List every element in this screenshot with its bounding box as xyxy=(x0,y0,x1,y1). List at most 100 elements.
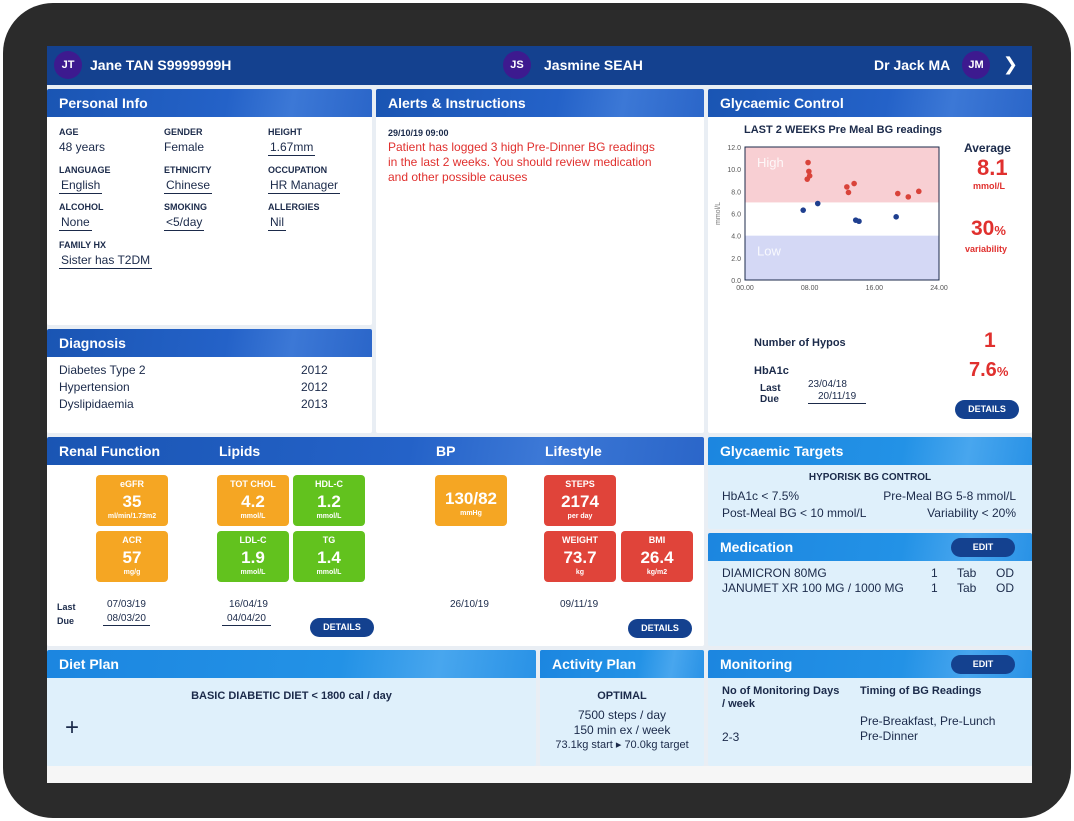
variability-value: 30% xyxy=(971,217,1006,240)
panel-title: Personal Info xyxy=(47,89,372,117)
y-tick-label: 4.0 xyxy=(731,234,741,241)
lifestyle-details-button[interactable]: DETAILS xyxy=(628,619,692,638)
tile-value: 1.2 xyxy=(317,492,341,511)
medication-form: Tab xyxy=(957,581,977,595)
language-field[interactable]: English xyxy=(59,178,103,194)
y-axis-label: mmol/L xyxy=(715,202,722,225)
gender-value: Female xyxy=(164,140,205,154)
target-hba1c: HbA1c < 7.5% xyxy=(722,489,800,503)
alert-message-line: Patient has logged 3 high Pre-Dinner BG … xyxy=(388,140,655,154)
panel-title: Diet Plan xyxy=(47,650,536,678)
medication-qty: 1 xyxy=(931,581,938,595)
acr-tile[interactable]: ACR 57 mg/g xyxy=(96,531,168,582)
tile-unit: mmol/L xyxy=(240,513,266,520)
bp-title: BP xyxy=(436,443,456,459)
bp-last-date: 26/10/19 xyxy=(450,599,489,610)
smoking-field[interactable]: <5/day xyxy=(164,215,205,231)
chart-band-label: Low xyxy=(757,244,781,259)
tile-value: 73.7 xyxy=(563,548,597,567)
lipids-due-date[interactable]: 04/04/20 xyxy=(222,613,271,626)
chart-plot-frame xyxy=(744,146,940,281)
bg-timing-label: Timing of BG Readings xyxy=(860,685,982,697)
panel-title: Glycaemic Targets xyxy=(708,437,1032,465)
total-cholesterol-tile[interactable]: TOT CHOL 4.2 mmol/L xyxy=(217,475,289,526)
chart-title: LAST 2 WEEKS Pre Meal BG readings xyxy=(744,124,943,136)
alcohol-field[interactable]: None xyxy=(59,215,92,231)
medication-edit-button[interactable]: EDIT xyxy=(951,538,1015,557)
medication-frequency: OD xyxy=(996,581,1014,595)
bg-reading-point xyxy=(800,207,806,213)
last-label: Last xyxy=(57,602,76,612)
lipids-details-button[interactable]: DETAILS xyxy=(310,618,374,637)
bp-tile[interactable]: 130/82 mmHg xyxy=(435,475,507,526)
due-label: Due xyxy=(57,616,75,626)
bg-reading-point xyxy=(806,168,812,175)
y-tick-label: 6.0 xyxy=(731,212,741,219)
patient-avatar[interactable]: JT xyxy=(54,51,82,79)
nurse-avatar[interactable]: JS xyxy=(503,51,531,79)
tile-unit: mmol/L xyxy=(316,569,342,576)
tile-label: WEIGHT xyxy=(562,535,598,545)
patient-name[interactable]: Jane TAN S9999999H xyxy=(90,57,232,73)
bg-reading-point xyxy=(905,194,912,200)
tile-value: 1.9 xyxy=(241,548,265,567)
smoking-label: SMOKING xyxy=(164,202,208,212)
hba1c-due-date[interactable]: 20/11/19 xyxy=(808,391,867,404)
tg-tile[interactable]: TG 1.4 mmol/L xyxy=(293,531,365,582)
glycaemic-targets-panel: Glycaemic Targets HYPORISK BG CONTROL Hb… xyxy=(708,437,1032,529)
ethnicity-field[interactable]: Chinese xyxy=(164,178,213,194)
targets-subtitle: HYPORISK BG CONTROL xyxy=(808,472,932,483)
bg-readings-chart[interactable]: High Low 0.0 2.0 4.0 6.0 8.0 10.0 12.0 00.00 08.00… xyxy=(708,137,948,297)
chevron-right-icon[interactable]: ❯ xyxy=(1002,54,1018,74)
personal-info-panel: Personal Info AGE 48 years GENDER Female… xyxy=(47,89,372,325)
egfr-tile[interactable]: eGFR 35 ml/min/1.73m2 xyxy=(96,475,168,526)
renal-function-title: Renal Function xyxy=(59,443,161,459)
glycaemic-details-button[interactable]: DETAILS xyxy=(955,400,1019,419)
add-icon[interactable]: + xyxy=(65,714,80,741)
tile-unit: mmHg xyxy=(460,510,482,517)
tile-unit: mg/g xyxy=(123,569,141,576)
tile-label: BMI xyxy=(648,535,666,545)
variability-label: variability xyxy=(965,244,1008,254)
monitoring-edit-button[interactable]: EDIT xyxy=(951,655,1015,674)
doctor-name[interactable]: Dr Jack MA xyxy=(874,57,951,73)
activity-weight-goal: 73.1kg start ▸ 70.0kg target xyxy=(555,739,689,751)
target-variability: Variability < 20% xyxy=(927,506,1016,520)
tile-unit: kg xyxy=(575,569,585,576)
steps-tile[interactable]: STEPS 2174 per day xyxy=(544,475,616,526)
bg-reading-point xyxy=(894,190,901,197)
y-tick-label: 0.0 xyxy=(731,278,741,285)
labs-header: Renal Function Lipids BP Lifestyle xyxy=(47,437,704,465)
bmi-tile[interactable]: BMI 26.4 kg/m2 xyxy=(621,531,693,582)
panel-title: Glycaemic Control xyxy=(708,89,1032,117)
y-tick-label: 2.0 xyxy=(731,256,741,263)
activity-level: OPTIMAL xyxy=(597,690,647,702)
alert-message-line: in the last 2 weeks. You should review m… xyxy=(388,155,652,169)
nurse-name[interactable]: Jasmine SEAH xyxy=(544,57,643,73)
family-history-field[interactable]: Sister has T2DM xyxy=(59,253,153,269)
tile-value: 2174 xyxy=(561,492,599,511)
panel-title: Activity Plan xyxy=(540,650,704,678)
height-field[interactable]: 1.67mm xyxy=(268,140,316,156)
monitoring-frequency-label: No of Monitoring Days / week xyxy=(722,685,840,710)
ldl-tile[interactable]: LDL-C 1.9 mmol/L xyxy=(217,531,289,582)
chart-band-high xyxy=(745,147,939,203)
weight-tile[interactable]: WEIGHT 73.7 kg xyxy=(544,531,616,582)
chart-band-low xyxy=(745,235,939,280)
allergies-field[interactable]: Nil xyxy=(268,215,286,231)
occupation-field[interactable]: HR Manager xyxy=(268,178,341,194)
gender-label: GENDER xyxy=(164,127,203,137)
average-label: Average xyxy=(964,141,1011,155)
doctor-avatar[interactable]: JM xyxy=(962,51,990,79)
renal-due-date[interactable]: 08/03/20 xyxy=(103,613,150,626)
bg-reading-point xyxy=(893,214,899,220)
bg-reading-point xyxy=(844,184,850,190)
y-tick-label: 8.0 xyxy=(731,189,741,196)
hdl-tile[interactable]: HDL-C 1.2 mmol/L xyxy=(293,475,365,526)
alcohol-label: ALCOHOL xyxy=(59,202,104,212)
diagnosis-item: Diabetes Type 2 xyxy=(59,363,146,377)
app-screen: JT Jane TAN S9999999H JS Jasmine SEAH Dr… xyxy=(47,46,1032,783)
tile-unit: mmol/L xyxy=(240,569,266,576)
hba1c-label: HbA1c xyxy=(754,365,789,377)
bg-reading-point xyxy=(805,159,811,166)
